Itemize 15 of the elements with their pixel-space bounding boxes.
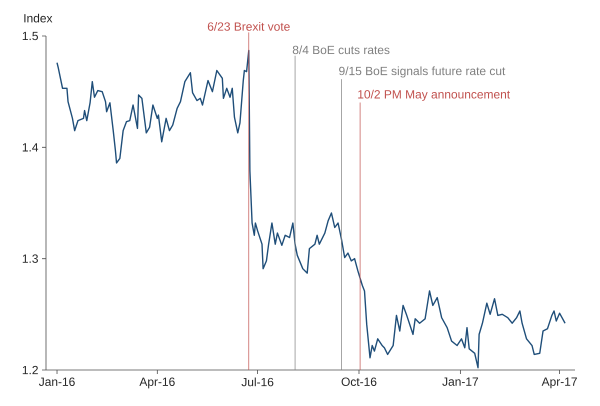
x-tick-label: Jan-16 bbox=[38, 378, 75, 386]
x-tick-label: Oct-16 bbox=[342, 378, 376, 386]
ref-line-label: 10/2 PM May announcement bbox=[358, 90, 510, 101]
ref-line-label: 8/4 BoE cuts rates bbox=[292, 45, 390, 54]
ref-line-label: 6/23 Brexit vote bbox=[208, 22, 290, 31]
x-tick-label: Jul-16 bbox=[242, 378, 274, 386]
y-tick-label: 1.3 bbox=[22, 254, 38, 263]
y-axis-title: Index bbox=[24, 14, 52, 22]
ref-line-label: 9/15 BoE signals future rate cut bbox=[339, 66, 506, 78]
y-tick-label: 1.2 bbox=[22, 366, 38, 374]
x-tick-label: Jan-17 bbox=[442, 378, 478, 386]
y-tick-label: 1.5 bbox=[22, 32, 38, 40]
y-tick-label: 1.4 bbox=[22, 143, 38, 152]
x-tick-label: Apr-16 bbox=[139, 378, 175, 388]
x-tick-label: Apr-17 bbox=[542, 378, 577, 388]
